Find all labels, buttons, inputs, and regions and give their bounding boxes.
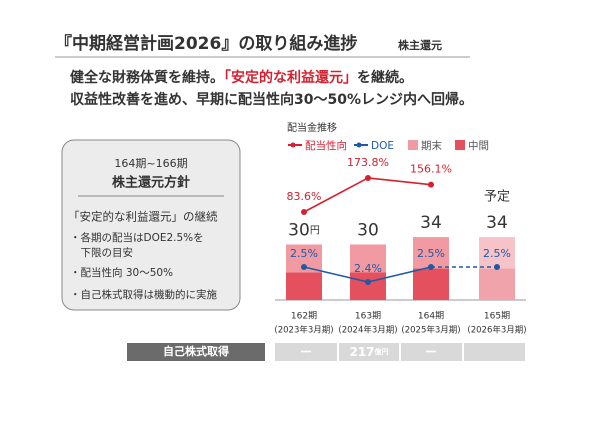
bar-segment [479, 237, 515, 269]
buyback-number: 217 [349, 345, 374, 359]
message-line: 収益性改善を進め、早期に配当性向30～50%レンジ内へ回帰。 [70, 91, 473, 108]
doe-value-label: 2.5% [417, 247, 445, 260]
x-tick-label: 165期 [484, 311, 510, 322]
bar-segment [413, 237, 449, 269]
buyback-number: ー [300, 345, 312, 359]
x-tick-sublabel: (2025年3月期) [401, 325, 460, 336]
slide-title: 『中期経営計画2026』の取り組み進捗 [55, 33, 357, 54]
policy-item: ・配当性向 30～50% [70, 266, 173, 279]
buyback-value: ー [425, 345, 437, 359]
payout-point [301, 208, 307, 215]
bar-segment [350, 272, 386, 300]
policy-item: 下限の目安 [70, 246, 133, 259]
total-unit: 円 [310, 226, 320, 237]
buyback-number: ー [425, 345, 437, 359]
slide-tag: 株主還元 [398, 38, 442, 52]
doe-value-label: 2.4% [354, 262, 382, 275]
policy-lead: 「安定的な利益還元」の継続 [68, 210, 218, 224]
bar-segment [350, 244, 386, 273]
total-value: 30 [288, 221, 310, 241]
payout-value-label: 156.1% [410, 163, 452, 176]
bar-segment [286, 272, 322, 300]
legend-label: 配当性向 [305, 139, 347, 152]
bar-segment [413, 268, 449, 300]
legend-marker [356, 142, 362, 148]
buyback-header [127, 343, 265, 361]
total-value: 30 [357, 221, 379, 241]
x-tick-sublabel: (2023年3月期) [274, 325, 333, 336]
x-tick-sublabel: (2024年3月期) [338, 325, 397, 336]
payout-value-label: 173.8% [347, 156, 389, 169]
policy-item: ・自己株式取得は機動的に実施 [70, 288, 217, 301]
buyback-unit: 億円 [375, 347, 389, 356]
x-tick-label: 164期 [418, 311, 444, 322]
total-label: 30円 [288, 221, 320, 241]
doe-segment [367, 266, 432, 283]
doe-point [428, 264, 434, 270]
bar-segment [479, 268, 515, 300]
payout-point [428, 181, 434, 188]
x-tick-label: 162期 [291, 311, 317, 322]
buyback-value: 217億円 [349, 345, 388, 359]
payout-segment [303, 177, 369, 213]
message-line: 健全な財務体質を維持。「安定的な利益還元」を継続。 [70, 69, 413, 86]
policy-item: ・各期の配当はDOE2.5%を [70, 231, 204, 244]
legend-label: 中間 [468, 139, 489, 152]
doe-segment [303, 266, 369, 283]
total-label: 30 [357, 221, 379, 241]
doe-point [494, 264, 500, 270]
legend-swatch [455, 140, 465, 150]
x-tick-label: 163期 [355, 311, 381, 322]
legend-swatch [408, 140, 418, 150]
policy-title: 株主還元方針 [112, 175, 190, 191]
legend-label: DOE [371, 140, 394, 152]
x-tick-sublabel: (2026年3月期) [467, 325, 526, 336]
legend-marker [290, 142, 296, 148]
buyback-label: 自己株式取得 [163, 344, 229, 358]
legend-label: 期末 [421, 139, 442, 152]
policy-box [61, 139, 241, 311]
chart-title: 配当金推移 [287, 121, 337, 134]
total-label: 34 [486, 213, 508, 233]
payout-value-label: 83.6% [287, 190, 322, 203]
payout-segment [367, 177, 432, 186]
payout-point [365, 174, 371, 181]
doe-point [301, 264, 307, 270]
buyback-value: ー [300, 345, 312, 359]
doe-value-label: 2.5% [290, 247, 318, 260]
forecast-label: 予定 [484, 190, 510, 205]
doe-point [365, 279, 371, 285]
total-value: 34 [420, 213, 442, 233]
total-value: 34 [486, 213, 508, 233]
total-label: 34 [420, 213, 442, 233]
doe-value-label: 2.5% [483, 247, 511, 260]
policy-period: 164期~166期 [114, 157, 187, 170]
